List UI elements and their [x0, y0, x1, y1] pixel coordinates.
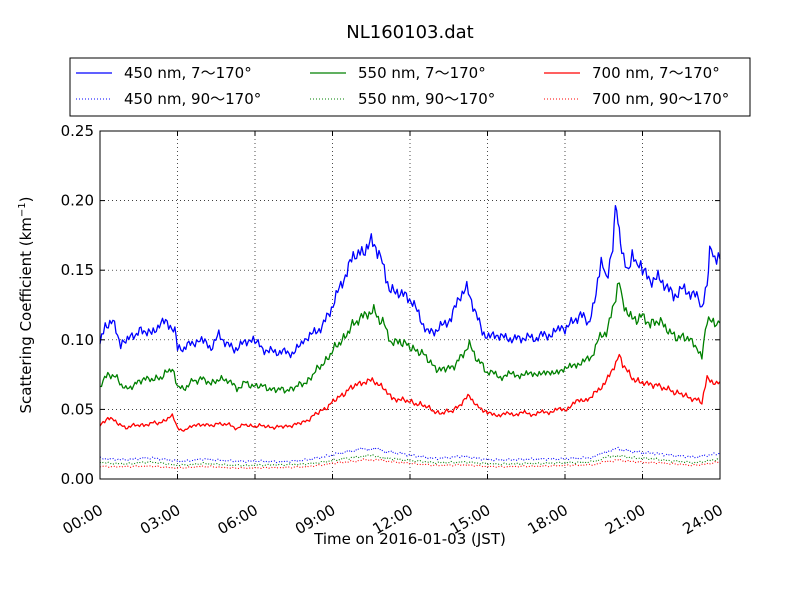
y-tick-label: 0.25: [61, 122, 94, 140]
plot-area: 00:00 03:00 06:00 09:00 12:00 15:00 18:00 21:00…: [60, 122, 726, 538]
y-tick-label: 0.10: [61, 331, 94, 349]
grid-lines: [100, 131, 720, 479]
y-tick-label: 0.00: [61, 470, 94, 488]
x-tick-label: 03:00: [137, 501, 183, 538]
legend-label: 450 nm, 90～170°: [124, 90, 261, 108]
legend-label: 450 nm, 7～170°: [124, 64, 252, 82]
y-tick-label: 0.05: [61, 400, 94, 418]
x-tick-label: 06:00: [215, 501, 261, 538]
x-axis-label: Time on 2016-01-03 (JST): [313, 530, 506, 548]
y-axis-label-close: ): [17, 196, 35, 202]
series-layer: [99, 204, 721, 470]
x-tick-label: 21:00: [602, 501, 648, 538]
legend-label: 700 nm, 7～170°: [592, 64, 720, 82]
y-axis-ticks: 0.00 0.05 0.10 0.15 0.20 0.25: [61, 122, 720, 488]
legend-label: 700 nm, 90～170°: [592, 90, 729, 108]
series-line-1: [99, 446, 721, 464]
series-line-0: [99, 204, 721, 359]
series-line-4: [99, 353, 721, 432]
y-tick-label: 0.15: [61, 261, 94, 279]
legend-frame: [69, 57, 751, 117]
series-line-5: [99, 458, 721, 470]
y-axis-label-exponent: −1: [17, 202, 28, 217]
series-line-2: [99, 282, 721, 394]
y-axis-label: Scattering Coefficient (km−1): [17, 196, 35, 413]
legend: 450 nm, 7～170° 550 nm, 7～170° 700 nm, 7～17…: [69, 57, 751, 117]
chart-title: NL160103.dat: [346, 22, 473, 43]
x-tick-label: 18:00: [525, 501, 571, 538]
legend-items: 450 nm, 7～170° 550 nm, 7～170° 700 nm, 7～17…: [76, 64, 729, 108]
plot-background: [100, 131, 720, 479]
y-axis-label-main: Scattering Coefficient (km: [17, 217, 35, 413]
x-tick-label: 24:00: [680, 501, 726, 538]
legend-label: 550 nm, 7～170°: [358, 64, 486, 82]
y-tick-label: 0.20: [61, 192, 94, 210]
series-line-3: [99, 454, 720, 467]
legend-label: 550 nm, 90～170°: [358, 90, 495, 108]
x-tick-label: 00:00: [60, 501, 106, 538]
